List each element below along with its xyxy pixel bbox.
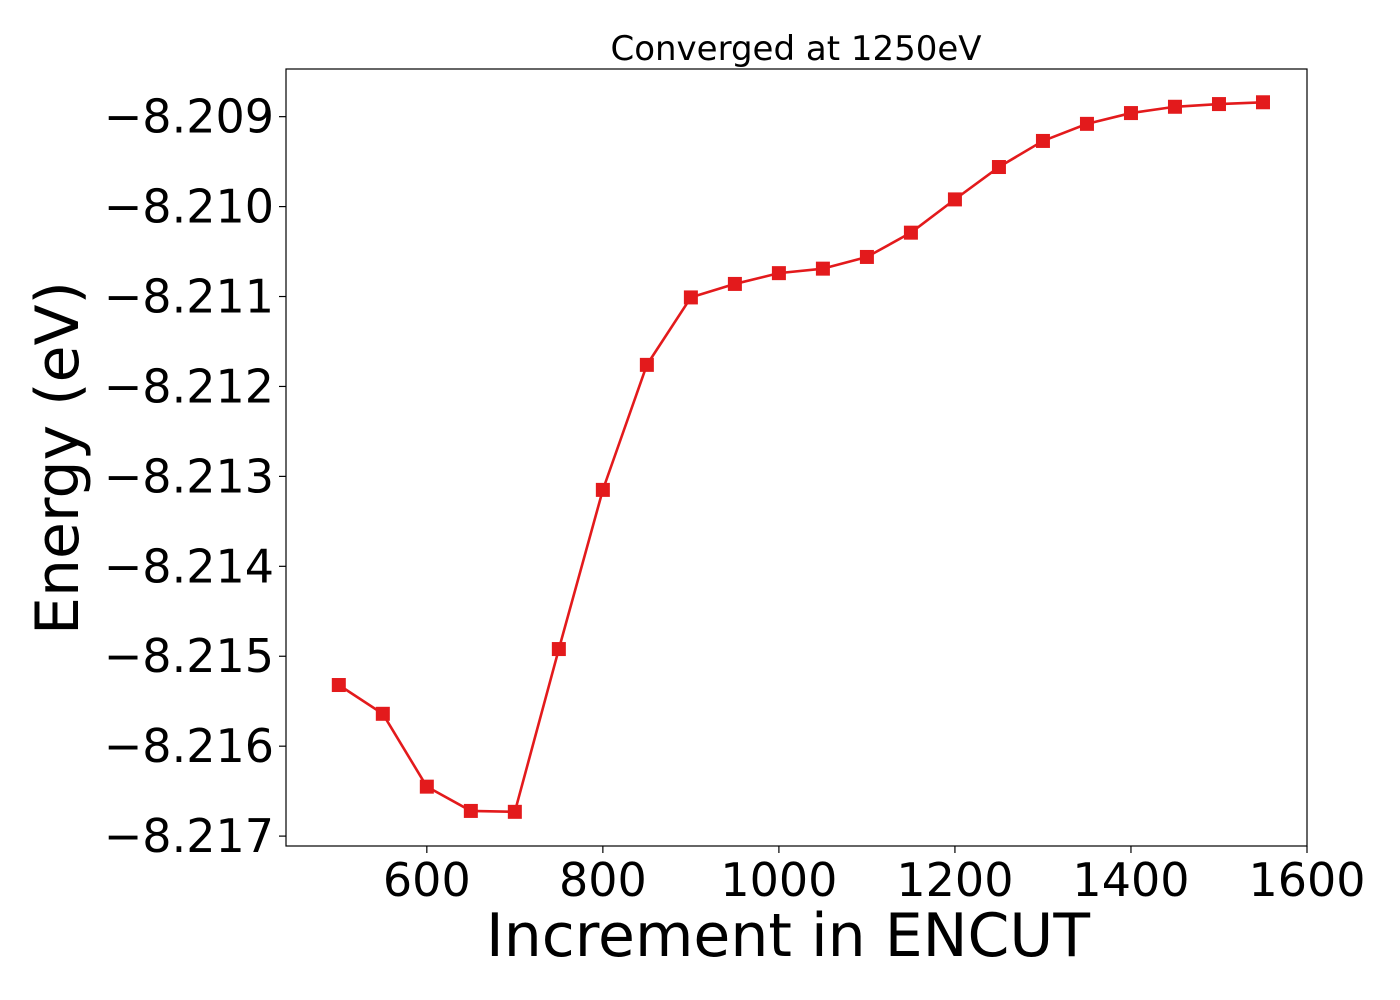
data-point <box>639 357 654 372</box>
y-tick-label: −8.211 <box>104 270 274 324</box>
data-point <box>815 261 830 276</box>
y-tick-label: −8.215 <box>104 629 274 683</box>
x-tick-label: 800 <box>559 853 647 907</box>
y-tick-label: −8.209 <box>104 90 274 144</box>
chart-title: Converged at 1250eV <box>610 29 981 69</box>
y-tick-label: −8.216 <box>104 719 274 773</box>
data-point <box>1255 95 1270 110</box>
data-point <box>1167 99 1182 114</box>
data-point <box>683 290 698 305</box>
data-point <box>727 276 742 291</box>
y-tick-label: −8.210 <box>104 180 274 234</box>
y-axis-label: Energy (eV) <box>23 281 93 635</box>
data-point <box>375 706 390 721</box>
x-tick-label: 1600 <box>1248 853 1365 907</box>
data-point <box>419 779 434 794</box>
data-point <box>463 803 478 818</box>
series-line-0 <box>338 100 1264 814</box>
data-point <box>903 225 918 240</box>
data-point <box>991 160 1006 175</box>
data-point <box>1211 97 1226 112</box>
y-tick-label: −8.213 <box>104 449 274 503</box>
data-point <box>1035 133 1050 148</box>
x-tick-label: 600 <box>383 853 471 907</box>
data-point <box>771 266 786 281</box>
data-point <box>947 192 962 207</box>
plot-area <box>331 95 1270 819</box>
data-point <box>1123 106 1138 121</box>
data-point <box>507 804 522 819</box>
x-tick-label: 1000 <box>720 853 837 907</box>
plot-frame <box>285 68 1308 847</box>
x-tick-label: 1200 <box>896 853 1013 907</box>
data-point <box>595 482 610 497</box>
data-point <box>331 678 346 693</box>
data-point <box>1079 116 1094 131</box>
axes: 600 800 1000 1200 1400 1600 −8.209 −8.210 −8.211… <box>104 68 1366 907</box>
y-tick-label: −8.214 <box>104 539 274 593</box>
y-tick-label: −8.212 <box>104 359 274 413</box>
data-point <box>551 642 566 657</box>
y-tick-label: −8.217 <box>104 809 274 863</box>
x-tick-label: 1400 <box>1072 853 1189 907</box>
data-point <box>859 249 874 264</box>
x-axis-label: Increment in ENCUT <box>486 901 1090 971</box>
